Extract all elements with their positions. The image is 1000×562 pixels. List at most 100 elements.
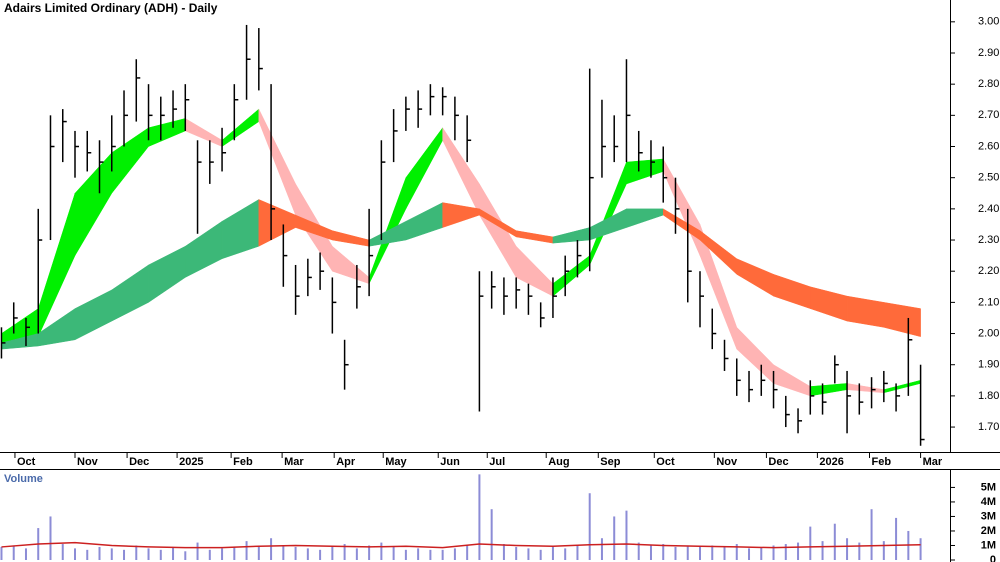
volume-bar [404, 549, 407, 560]
band-segment [626, 208, 664, 228]
volume-bar [723, 546, 726, 560]
volume-bar [846, 538, 849, 560]
volume-bar [74, 548, 76, 560]
band-segment [810, 286, 848, 322]
volume-bar [649, 545, 652, 560]
volume-bar [539, 549, 542, 560]
volume-bar [772, 545, 775, 560]
y-tick-label: 2.40 [978, 203, 999, 215]
band-segment [552, 227, 590, 244]
volume-bar [355, 548, 358, 560]
volume-bar [392, 546, 395, 560]
volume-bar [282, 545, 285, 560]
x-tick-label: Aug [548, 456, 569, 468]
band-segment [515, 230, 554, 244]
y-tick-label: 5M [981, 481, 996, 493]
x-tick-label: Jul [489, 456, 505, 468]
volume-bar [24, 548, 27, 560]
volume-bar [429, 549, 432, 560]
volume-bar [343, 544, 346, 560]
volume-bar [110, 548, 113, 560]
band-segment [258, 108, 296, 216]
x-tick-label: Dec [129, 456, 149, 468]
band-segment [258, 199, 296, 247]
volume-bar [797, 542, 800, 560]
y-tick-label: 2.30 [978, 234, 999, 246]
volume-bar [380, 542, 383, 560]
volume-bar [502, 544, 505, 560]
volume-bar [159, 549, 162, 560]
volume-bar [882, 541, 885, 560]
volume-bar [49, 516, 52, 560]
volume-bar [490, 509, 493, 560]
volume-bar [809, 526, 812, 560]
band-segment [74, 152, 113, 257]
band-segment [442, 202, 480, 228]
band-segment [736, 326, 774, 384]
x-tick-label: Dec [768, 456, 788, 468]
x-tick-label: Feb [233, 456, 253, 468]
x-tick-label: Mar [923, 456, 943, 468]
volume-bar [233, 546, 236, 560]
band-segment [111, 127, 149, 194]
volume-bar [453, 548, 456, 560]
y-tick-label: 2.80 [978, 78, 999, 90]
volume-title: Volume [4, 473, 43, 485]
x-tick-label: Nov [77, 456, 99, 468]
volume-bar [0, 546, 3, 560]
band-segment [185, 220, 223, 278]
band-segment [405, 202, 443, 241]
volume-bar [294, 546, 297, 560]
x-tick-label: Apr [336, 456, 356, 468]
volume-bar [466, 545, 469, 560]
volume-bar [686, 545, 689, 560]
y-tick-label: 1.80 [978, 390, 999, 402]
volume-bar [748, 548, 751, 560]
band-segment [552, 255, 590, 297]
band-segment [883, 302, 921, 337]
y-tick-label: 1.70 [978, 421, 999, 433]
band-segment [74, 289, 113, 341]
band-segment [148, 245, 186, 303]
band-segment [368, 220, 407, 247]
volume-bar [735, 544, 738, 560]
volume-bar [98, 546, 101, 560]
y-tick-label: 3M [981, 510, 996, 522]
band-segment [148, 118, 186, 147]
volume-bar [184, 551, 187, 560]
volume-bar [368, 545, 371, 560]
band-segment [221, 199, 260, 260]
volume-bar [784, 544, 787, 560]
band-segment [810, 383, 848, 397]
volume-bar [637, 542, 640, 560]
band-segment [332, 230, 370, 247]
y-tick-label: 2.20 [978, 265, 999, 277]
volume-bar [699, 546, 701, 560]
volume-bar [417, 548, 420, 560]
volume-bar [919, 538, 922, 560]
volume-bar [588, 493, 591, 560]
band-segment [626, 158, 664, 185]
y-tick-label: 3.00 [978, 16, 999, 28]
volume-bar [858, 542, 861, 560]
band-segment [662, 158, 701, 256]
volume-bar [319, 549, 322, 560]
y-tick-label: 2M [981, 525, 996, 537]
x-tick-label: Oct [17, 456, 36, 468]
x-tick-label: Sep [600, 456, 620, 468]
volume-bar [833, 523, 836, 560]
y-tick-label: 2.10 [978, 296, 999, 308]
volume-bar [135, 545, 138, 560]
volume-bar [221, 548, 224, 560]
y-tick-label: 2.70 [978, 109, 999, 121]
band-segment [773, 273, 811, 309]
x-tick-label: 2026 [819, 456, 843, 468]
volume-bar [760, 546, 763, 560]
volume-bar [478, 474, 481, 560]
volume-bar [674, 546, 677, 560]
band-segment [221, 108, 260, 147]
volume-bar [61, 544, 64, 560]
volume-bar [196, 542, 199, 560]
volume-bar [208, 549, 211, 560]
y-tick-label: 1.90 [978, 359, 999, 371]
